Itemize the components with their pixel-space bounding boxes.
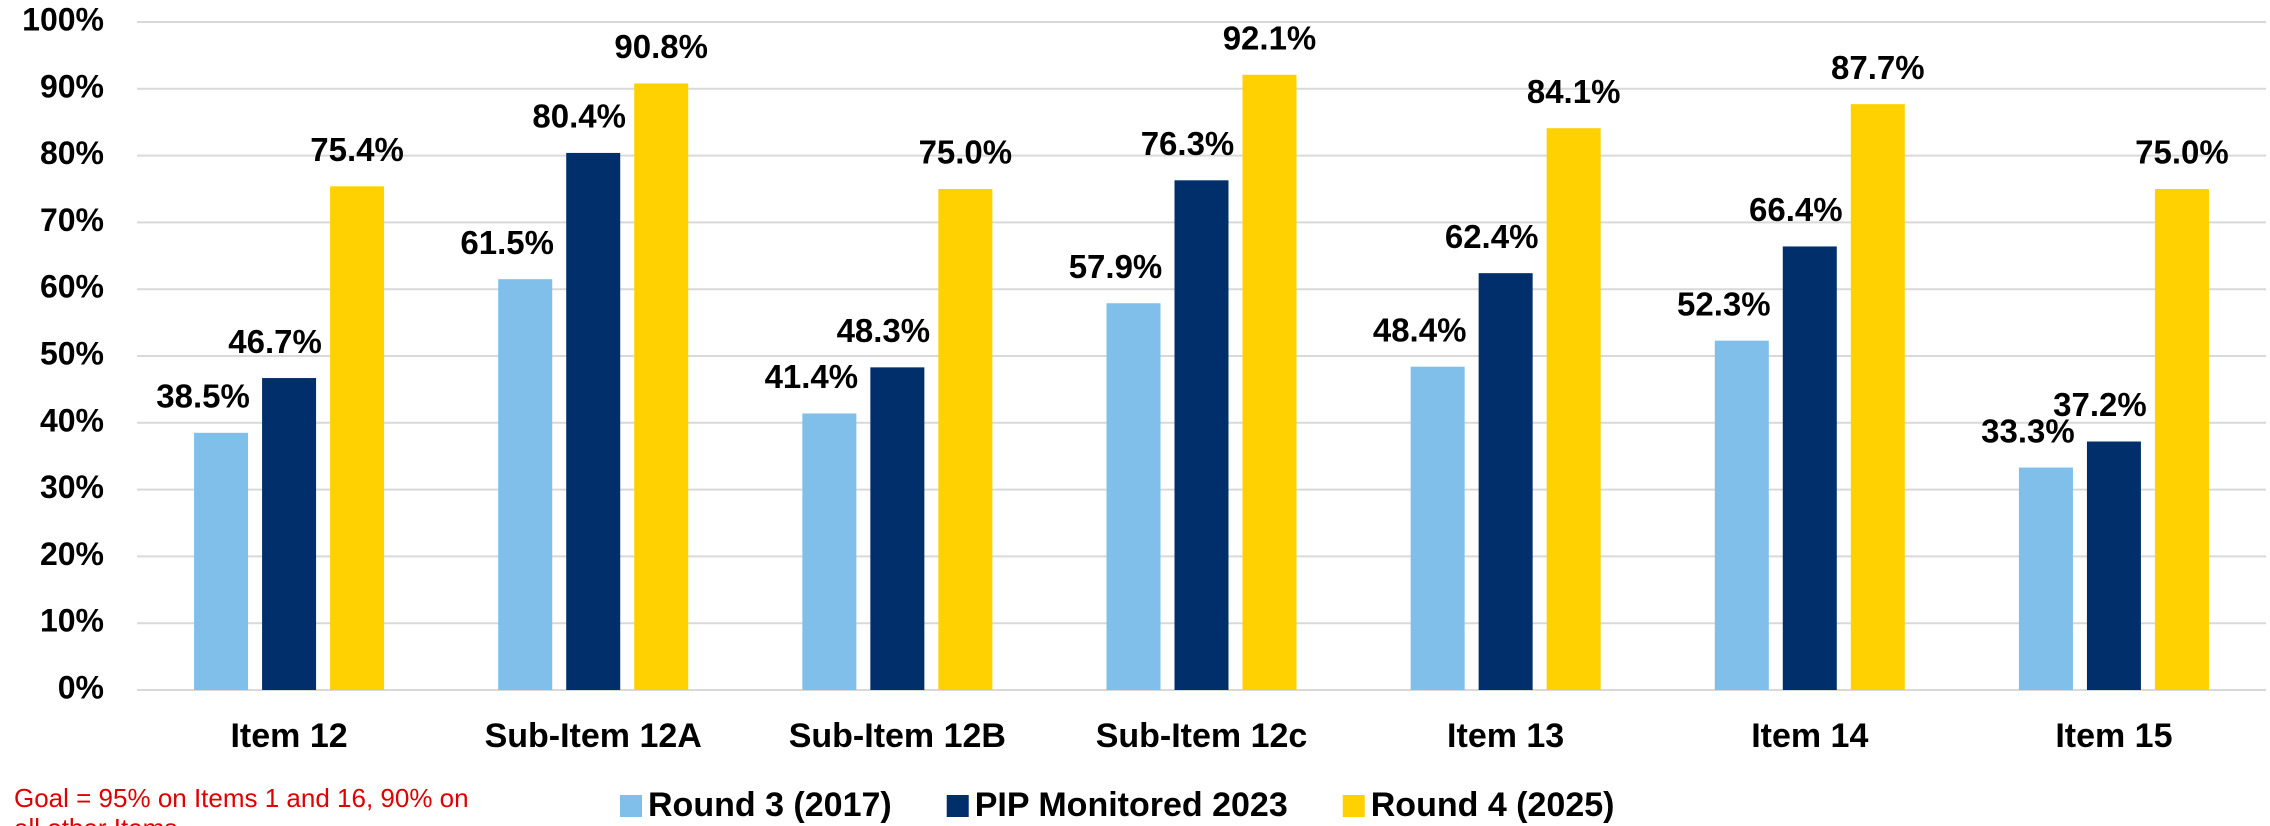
value-label: 61.5% [460, 224, 554, 261]
bar [1478, 273, 1533, 690]
bar [498, 279, 553, 690]
legend-swatch [946, 795, 969, 817]
value-label: 90.8% [614, 28, 708, 65]
bar [938, 189, 993, 690]
bar [2086, 441, 2141, 690]
bar [2154, 189, 2209, 690]
y-tick-label: 100% [22, 1, 104, 37]
bar [1106, 303, 1161, 690]
value-label: 87.7% [1831, 49, 1925, 86]
y-tick-label: 20% [40, 536, 104, 572]
bar [1782, 246, 1837, 690]
value-label: 75.0% [919, 134, 1013, 171]
value-label: 52.3% [1677, 285, 1771, 322]
x-tick-label: Sub-Item 12c [1096, 717, 1308, 755]
legend-label: Round 3 (2017) [648, 786, 892, 824]
value-label: 57.9% [1069, 248, 1163, 285]
bar [1546, 128, 1601, 690]
bar [566, 152, 621, 691]
value-label: 38.5% [156, 378, 250, 415]
value-label: 66.4% [1749, 191, 1843, 228]
y-tick-label: 50% [40, 335, 104, 371]
legend-label: Round 4 (2025) [1371, 786, 1615, 824]
bar [1714, 340, 1769, 690]
x-tick-label: Item 12 [230, 717, 347, 755]
legend-swatch [620, 795, 642, 817]
value-label: 48.4% [1373, 311, 1467, 348]
bar [1850, 104, 1905, 690]
bar [802, 413, 857, 690]
value-label: 46.7% [228, 323, 322, 360]
x-tick-label: Item 13 [1447, 717, 1564, 755]
y-tick-label: 10% [40, 603, 104, 639]
bar [1242, 74, 1297, 691]
value-label: 62.4% [1445, 218, 1539, 255]
value-label: 92.1% [1223, 19, 1317, 56]
y-tick-label: 40% [40, 402, 104, 438]
value-label: 41.4% [765, 358, 859, 395]
bar [1174, 180, 1229, 691]
value-label: 37.2% [2053, 386, 2147, 423]
legend-label: PIP Monitored 2023 [975, 786, 1288, 824]
bar [330, 186, 385, 690]
value-label: 75.0% [2135, 134, 2229, 171]
x-tick-label: Item 15 [2055, 717, 2172, 755]
bar [262, 378, 317, 690]
bar [194, 432, 249, 690]
annotation: Goal = 95% on Items 1 and 16, 90% on [14, 783, 469, 813]
value-label: 80.4% [532, 98, 626, 135]
legend-swatch [1342, 795, 1365, 817]
value-label: 48.3% [837, 312, 931, 349]
bar [2018, 467, 2073, 690]
bar [1410, 366, 1465, 690]
x-tick-label: Sub-Item 12A [485, 717, 702, 755]
y-tick-label: 0% [58, 669, 104, 705]
bar [634, 83, 689, 691]
y-tick-label: 90% [40, 68, 104, 104]
y-tick-label: 30% [40, 469, 104, 505]
value-label: 33.3% [1981, 412, 2075, 449]
x-tick-label: Item 14 [1751, 717, 1868, 755]
bar [870, 367, 925, 690]
annotation: all other Items [14, 813, 177, 826]
value-label: 84.1% [1527, 73, 1621, 110]
y-tick-label: 80% [40, 135, 104, 171]
y-tick-label: 60% [40, 269, 104, 305]
value-label: 75.4% [310, 131, 404, 168]
x-tick-label: Sub-Item 12B [789, 717, 1006, 755]
value-label: 76.3% [1141, 125, 1235, 162]
y-tick-label: 70% [40, 202, 104, 238]
